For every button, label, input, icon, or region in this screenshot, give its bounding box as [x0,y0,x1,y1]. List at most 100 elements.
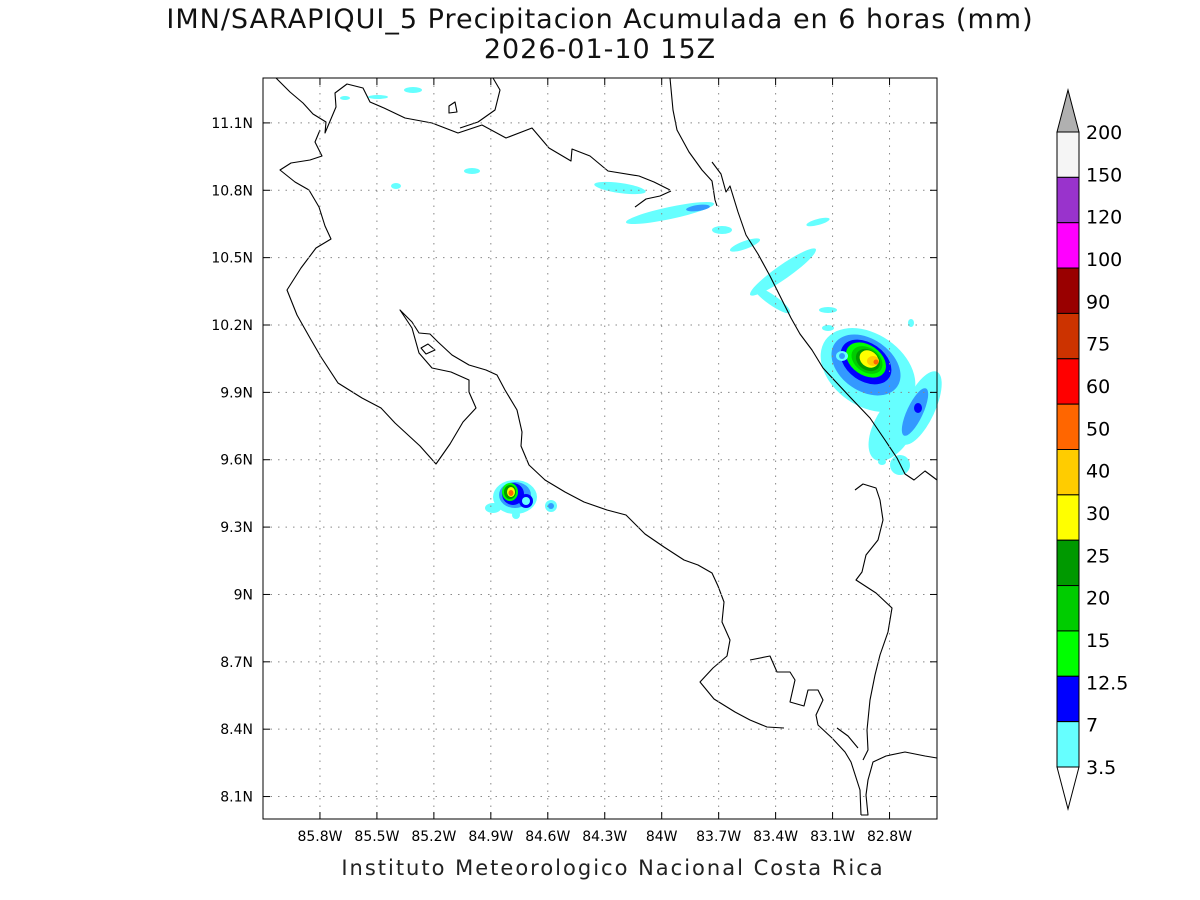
lon-tick-label: 83.1W [810,829,855,845]
golfo-dulce-coast [836,727,859,749]
lake-island [448,101,458,114]
precip-blob [806,217,830,227]
precip-blob [594,181,646,195]
precip-blob [873,359,879,365]
northern-border-river [634,190,672,208]
colorbar-swatch [1056,403,1080,450]
precip-blob [729,238,761,252]
precip-blob [901,388,929,436]
lon-tick-label: 85.5W [354,829,399,845]
colorbar-level-label: 75 [1086,334,1110,356]
colorbar-swatch [1056,358,1080,405]
precip-blob [368,95,388,99]
lon-tick-label: 84.6W [525,829,570,845]
colorbar-level-label: 25 [1086,545,1110,567]
precip-blob [822,325,834,331]
precip-blob [485,503,501,513]
lat-lon-grid [263,78,937,819]
colorbar-level-label: 7 [1086,715,1098,737]
colorbar-swatch [1056,539,1080,587]
colorbar-level-label: 20 [1086,588,1110,610]
lat-tick-label: 8.1N [220,790,253,806]
colorbar-max-triangle [1056,88,1080,133]
precip-blob [839,353,845,359]
colorbar-swatch [1056,494,1080,541]
lon-tick-label: 85.8W [297,829,342,845]
colorbar-level-label: 50 [1086,418,1110,440]
lon-tick-label: 83.7W [696,829,741,845]
lon-tick-label: 82.8W [867,829,912,845]
burica-peninsula [861,751,938,816]
lat-tick-label: 9N [234,587,253,603]
pacific-coast-nicoya [279,129,785,729]
panama-border [854,483,893,761]
colorbar-swatch [1056,585,1080,632]
lat-tick-label: 10.5N [211,251,253,267]
colorbar-level-label: 150 [1086,164,1122,186]
lat-tick-label: 10.8N [211,183,253,199]
precip-blob [404,87,422,93]
precip-blob [391,183,401,189]
lon-tick-label: 84W [646,829,678,845]
caribbean-coast-north [459,77,718,207]
precip-blob [914,403,922,413]
colorbar-level-label: 200 [1086,122,1122,144]
latitude-axis-labels: 8.1N 8.4N 8.7N 9N 9.3N 9.6N 9.9N 10.2N 10.5N 10.8… [211,116,937,806]
precip-blob [522,497,530,505]
map-frame [262,77,938,820]
lat-tick-label: 8.4N [220,722,253,738]
colorbar-level-label: 120 [1086,207,1122,229]
colorbar-level-label: 100 [1086,249,1122,271]
colorbar-level-label: 30 [1086,503,1110,525]
osa-peninsula [749,655,862,816]
precip-blob [625,201,715,225]
colorbar-level-label: 12.5 [1086,672,1128,694]
colorbar-swatch [1056,312,1080,360]
colorbar-swatch [1056,267,1080,314]
precipitation-colorbar-legend: 3.5 7 12.5 15 20 25 30 40 50 60 75 90 100 120 150 200 [1056,88,1128,811]
map-title: IMN/SARAPIQUI_5 Precipitacion Acumulada … [166,4,1034,35]
lat-tick-label: 8.7N [220,655,253,671]
caribbean-coast [711,161,938,481]
precip-blob [753,286,791,314]
nicaragua-lake-shore [275,77,671,191]
precip-blob [508,490,514,496]
colorbar-min-triangle [1056,766,1080,811]
precip-blob [340,96,350,100]
lon-tick-label: 85.2W [411,829,456,845]
colorbar-swatch [1056,721,1080,768]
institution-footer: Instituto Meteorologico Nacional Costa R… [341,856,885,880]
precipitation-shading [340,87,942,519]
lat-tick-label: 9.6N [220,453,253,469]
colorbar-level-label: 15 [1086,630,1110,652]
lon-tick-label: 84.3W [582,829,627,845]
colorbar-level-label: 60 [1086,376,1110,398]
colorbar-level-label: 3.5 [1086,757,1116,779]
colorbar-level-label: 90 [1086,291,1110,313]
precip-blob [686,204,710,212]
colorbar-swatch [1056,449,1080,496]
precip-blob [548,503,554,509]
nicoya-gulf-islet [420,343,436,355]
precip-blob [749,248,817,296]
lat-tick-label: 9.3N [220,520,253,536]
colorbar-swatch [1056,630,1080,677]
coastlines-and-borders [275,77,938,816]
precip-blob [878,459,886,465]
colorbar-level-label: 40 [1086,461,1110,483]
precip-blob [908,319,914,327]
lat-tick-label: 11.1N [211,116,253,132]
lat-tick-label: 9.9N [220,385,253,401]
colorbar-swatch [1056,675,1080,723]
precip-blob [512,511,520,519]
map-subtitle-datetime: 2026-01-10 15Z [483,34,717,65]
lat-tick-label: 10.2N [211,318,253,334]
precip-blob [712,226,732,234]
longitude-axis-labels: 85.8W 85.5W 85.2W 84.9W 84.6W 84.3W 84W 83.7W 83… [297,78,912,845]
lon-tick-label: 83.4W [753,829,798,845]
colorbar-swatch [1056,176,1080,224]
lon-tick-label: 84.9W [468,829,513,845]
precip-blob [819,307,837,313]
precip-blob [464,168,480,174]
